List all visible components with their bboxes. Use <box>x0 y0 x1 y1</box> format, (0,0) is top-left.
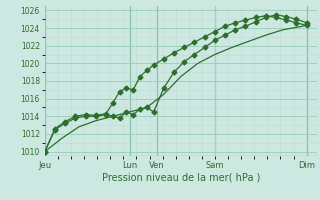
X-axis label: Pression niveau de la mer( hPa ): Pression niveau de la mer( hPa ) <box>102 173 260 183</box>
